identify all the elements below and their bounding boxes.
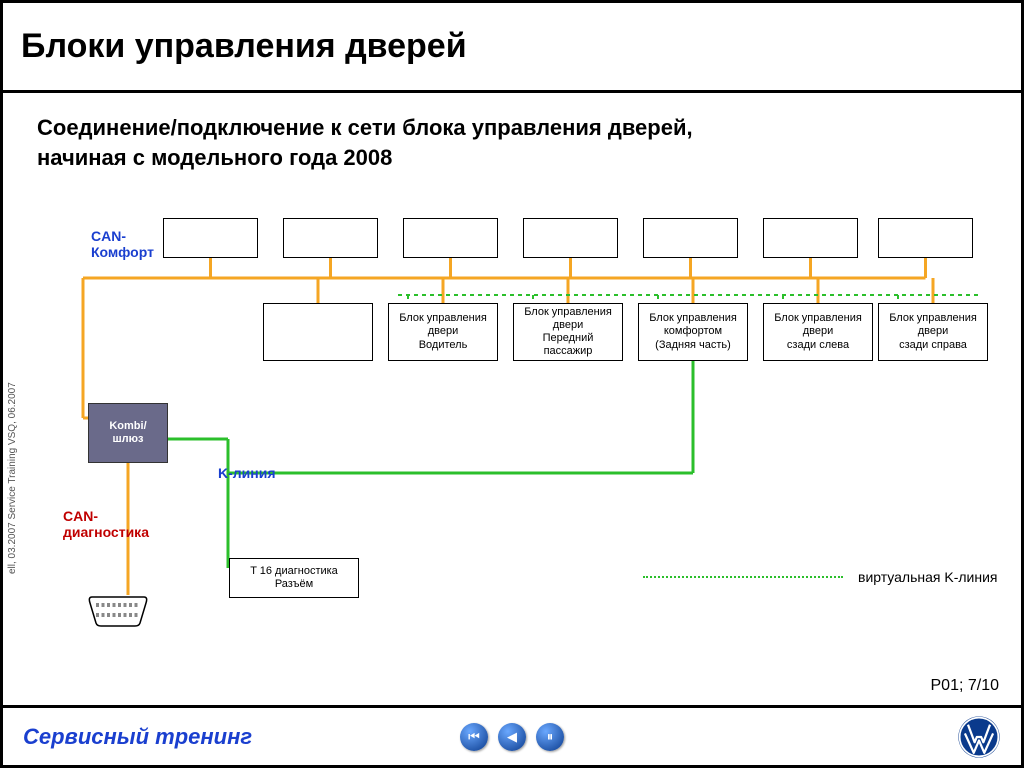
footer: Сервисный тренинг ⏮ ◀ ⏸ xyxy=(3,705,1021,765)
nav-first-button[interactable]: ⏮ xyxy=(460,723,488,751)
row2-box-0 xyxy=(263,303,373,361)
row1-box-0 xyxy=(163,218,258,258)
k-line-label: K-линия xyxy=(218,465,276,481)
legend-virtual-k-line xyxy=(643,576,843,578)
row2-box-2: Блок управления двери Передний пассажир xyxy=(513,303,623,361)
nav-buttons: ⏮ ◀ ⏸ xyxy=(460,723,564,751)
nav-prev-button[interactable]: ◀ xyxy=(498,723,526,751)
row1-box-3 xyxy=(523,218,618,258)
row1-box-2 xyxy=(403,218,498,258)
row1-box-5 xyxy=(763,218,858,258)
row1-box-1 xyxy=(283,218,378,258)
side-credit: ell, 03.2007 Service Training VSQ, 06.20… xyxy=(7,382,18,574)
row2-box-5: Блок управления двери сзади справа xyxy=(878,303,988,361)
row2-box-3: Блок управления комфортом (Задняя часть) xyxy=(638,303,748,361)
row2-box-1: Блок управления двери Водитель xyxy=(388,303,498,361)
subtitle-line2: начиная с модельного года 2008 xyxy=(37,143,693,173)
t16-diag-box: T 16 диагностика Разъём xyxy=(229,558,359,598)
title-bar: Блоки управления дверей xyxy=(3,3,1021,93)
virtual-k-line-label: виртуальная K-линия xyxy=(858,569,998,585)
can-comfort-label: CAN- Комфорт xyxy=(91,228,154,260)
subtitle-line1: Соединение/подключение к сети блока упра… xyxy=(37,113,693,143)
nav-pause-button[interactable]: ⏸ xyxy=(536,723,564,751)
page-title: Блоки управления дверей xyxy=(21,27,467,66)
page-number: P01; 7/10 xyxy=(931,677,1000,695)
diagram-layer: Блок управления двери Водитель Блок управ… xyxy=(3,183,1024,653)
can-diag-label: CAN- диагностика xyxy=(63,508,149,540)
row1-box-6 xyxy=(878,218,973,258)
row1-box-4 xyxy=(643,218,738,258)
subtitle: Соединение/подключение к сети блока упра… xyxy=(37,113,693,172)
slide: Блоки управления дверей Соединение/подкл… xyxy=(0,0,1024,768)
kombi-gateway-box: Kombi/ шлюз xyxy=(88,403,168,463)
vw-logo xyxy=(957,715,1001,759)
obd-connector-icon xyxy=(88,595,148,632)
footer-title: Сервисный тренинг xyxy=(23,724,252,750)
row2-box-4: Блок управления двери сзади слева xyxy=(763,303,873,361)
